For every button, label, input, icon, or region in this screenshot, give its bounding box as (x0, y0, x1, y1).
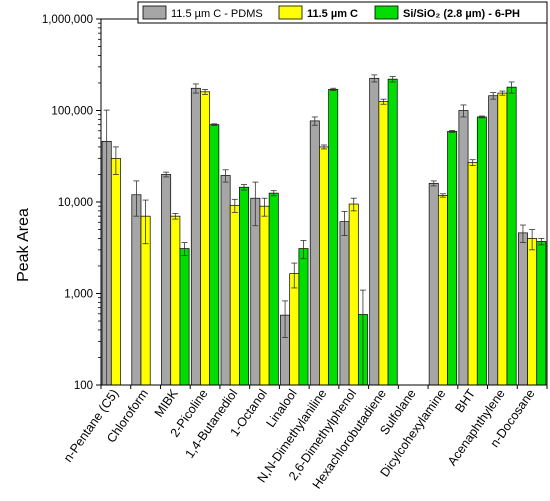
bar (536, 241, 547, 386)
legend-swatch (374, 5, 399, 20)
bar (170, 215, 181, 386)
legend: 11.5 µm C - PDMS 11.5 µm C Si/SiO₂ (2.8 µm… (137, 1, 548, 24)
bar (200, 91, 211, 386)
bar (319, 146, 329, 386)
x-category-labels: n-Pentane (C5)Chloroform MIBK2-Picoline1,… (61, 385, 548, 491)
bar (229, 204, 240, 386)
bar (110, 157, 121, 386)
y-tick-label: 1,000,000 (42, 14, 93, 26)
bar (369, 77, 380, 386)
x-category-label: BHT (452, 386, 478, 415)
bar (428, 182, 439, 386)
bar (467, 162, 478, 386)
bar (488, 95, 499, 386)
y-ticks: 100 1,000 10,000 100,000 1,000,000 (42, 14, 101, 392)
bar (161, 174, 172, 386)
bar (339, 221, 350, 386)
bar (476, 116, 487, 386)
x-category-label: MIBK (152, 386, 181, 420)
bar (437, 195, 448, 386)
bar (309, 120, 320, 386)
legend-label: Si/SiO₂ (2.8 µm) - 6-PH (403, 8, 520, 20)
bar (268, 192, 279, 386)
bar (179, 248, 190, 386)
bar (289, 273, 300, 386)
bar (220, 175, 231, 386)
legend-label: 11.5 µm C (307, 8, 358, 20)
bar (298, 248, 309, 386)
bar (506, 86, 517, 386)
legend-swatch (278, 5, 303, 20)
bar (447, 131, 458, 386)
legend-box (137, 1, 548, 24)
legend-label: 11.5 µm C - PDMS (171, 8, 263, 20)
bar (458, 110, 469, 386)
bar (209, 124, 220, 386)
y-axis-label: Peak Area (15, 208, 32, 282)
bars-layer (101, 74, 547, 386)
bar (239, 186, 249, 386)
y-tick-label: 100,000 (51, 106, 93, 118)
bar (527, 238, 538, 386)
y-tick-label: 10,000 (58, 197, 93, 209)
bar (250, 197, 261, 386)
y-tick-label: 1,000 (64, 289, 93, 301)
bar (517, 232, 528, 386)
bar (387, 78, 398, 386)
bar (328, 89, 339, 386)
bar (190, 87, 201, 386)
bar (259, 205, 270, 386)
bar (497, 92, 508, 386)
bar (131, 194, 142, 386)
bar (378, 101, 389, 386)
bar (348, 203, 359, 386)
legend-swatch (142, 5, 167, 20)
y-tick-label: 100 (74, 380, 93, 392)
